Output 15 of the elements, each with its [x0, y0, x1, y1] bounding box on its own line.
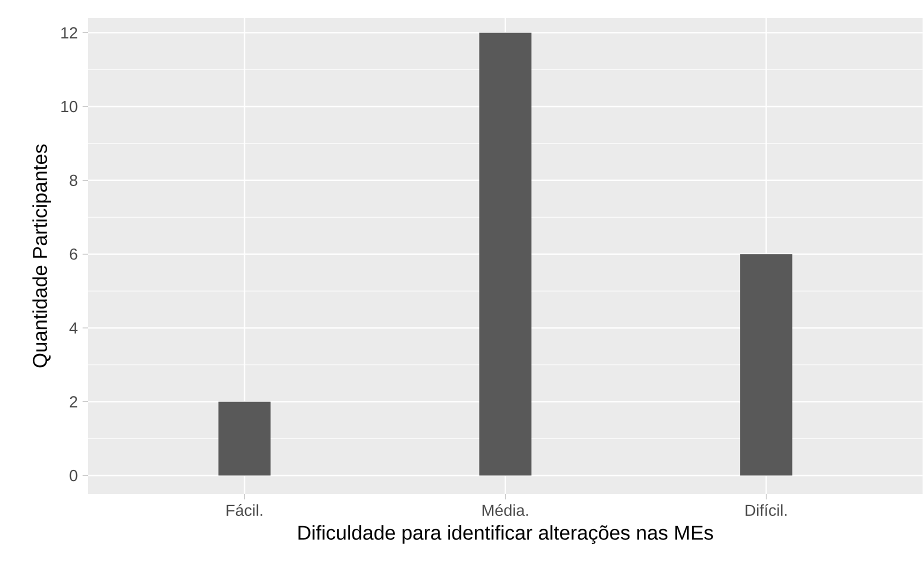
y-tick-label: 2: [70, 396, 78, 408]
bar: [479, 32, 532, 476]
x-axis-title: Dificuldade para identificar alterações nas MEs: [298, 525, 713, 544]
y-tick-label: 0: [70, 470, 78, 482]
y-tick-label: 8: [70, 174, 78, 186]
y-tick-label: 12: [61, 27, 78, 38]
bar: [740, 254, 792, 476]
x-tick-label: Fácil.: [226, 504, 262, 516]
y-axis-title: Quantidade Participantes: [32, 144, 51, 368]
y-tick-label: 4: [69, 322, 78, 334]
x-tick-label: Média.: [482, 504, 528, 516]
y-tick-label: 6: [70, 248, 78, 260]
x-tick-label: Difícil.: [746, 504, 786, 516]
y-tick-label: 10: [61, 100, 78, 112]
bar: [218, 402, 271, 476]
